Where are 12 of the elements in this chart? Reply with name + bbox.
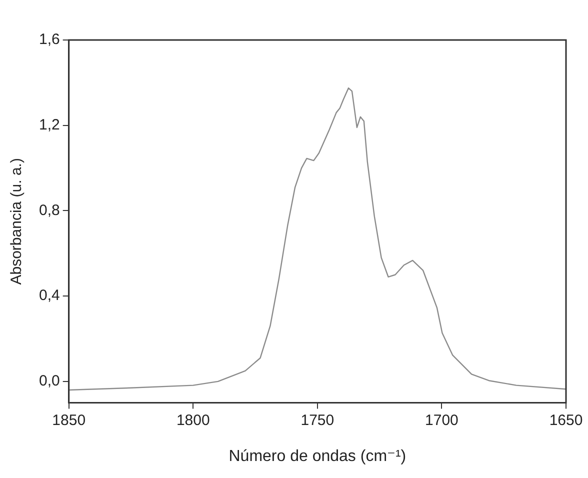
x-tick-label: 1650 — [549, 412, 583, 429]
y-tick-label: 0,0 — [38, 372, 60, 390]
y-tick-label: 1,6 — [38, 31, 60, 48]
x-axis-title: Número de ondas (cm⁻¹) — [228, 448, 406, 465]
y-tick-label: 0,4 — [38, 287, 60, 304]
y-axis-title: Absorbancia (u. a.) — [8, 158, 26, 285]
x-tick-label: 1700 — [425, 412, 458, 429]
x-tick-label: 1850 — [52, 412, 86, 429]
y-tick-label: 0,8 — [38, 202, 60, 219]
x-tick-label: 1750 — [300, 412, 334, 429]
x-tick-label: 1800 — [176, 412, 210, 429]
y-tick-label: 1,2 — [38, 116, 60, 134]
